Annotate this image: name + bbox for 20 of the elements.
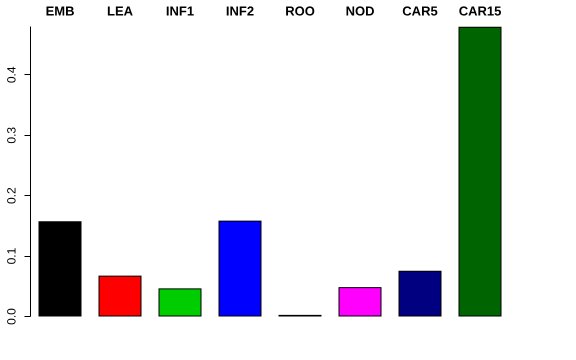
bar bbox=[218, 220, 262, 316]
y-tick-label: 0.3 bbox=[4, 126, 18, 144]
y-tick-label: 0.0 bbox=[4, 308, 18, 325]
x-tick-label: INF2 bbox=[226, 4, 254, 18]
y-tick-label: 0.1 bbox=[4, 247, 18, 264]
x-tick-label: ROO bbox=[285, 4, 315, 18]
x-tick-label: LEA bbox=[107, 4, 134, 18]
y-tick-label: 0.2 bbox=[4, 187, 18, 204]
y-tick-label: 0.4 bbox=[4, 66, 18, 84]
x-tick-label: EMB bbox=[46, 4, 74, 18]
bar bbox=[158, 288, 202, 316]
bar bbox=[38, 221, 82, 316]
x-tick-label: INF1 bbox=[166, 4, 194, 18]
x-tick-label: CAR5 bbox=[402, 4, 438, 18]
x-tick-label: CAR15 bbox=[458, 4, 502, 18]
bar bbox=[458, 26, 502, 316]
x-tick-label: NOD bbox=[346, 4, 374, 18]
bar bbox=[398, 270, 442, 316]
bar bbox=[338, 287, 382, 316]
bar bbox=[98, 276, 142, 316]
